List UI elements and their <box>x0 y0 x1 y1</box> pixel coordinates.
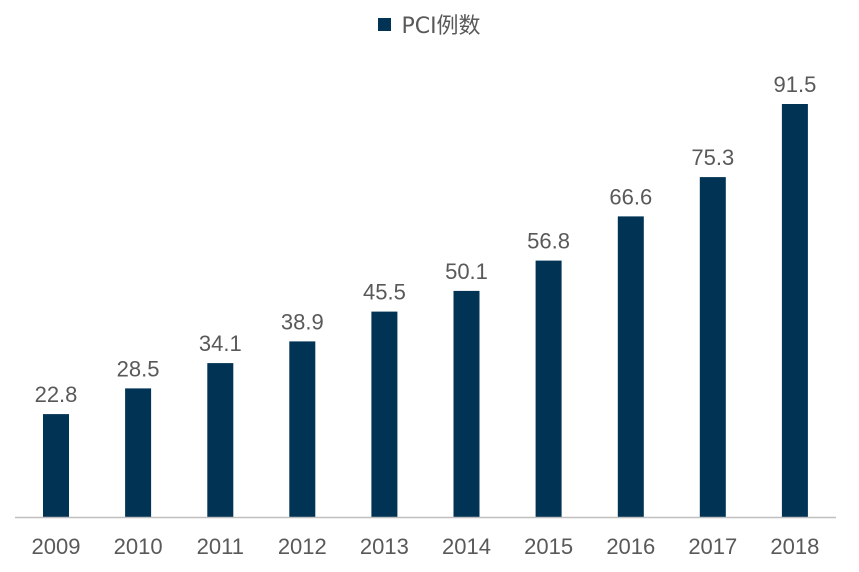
bar-2010 <box>125 388 152 517</box>
bar-2013 <box>371 311 398 517</box>
data-label-2010: 28.5 <box>117 356 160 381</box>
data-label-2015: 56.8 <box>527 229 570 254</box>
legend-swatch <box>378 17 392 31</box>
x-tick-label-2014: 2014 <box>442 534 491 559</box>
data-label-2013: 45.5 <box>363 280 406 305</box>
data-label-2018: 91.5 <box>773 72 816 97</box>
bar-2018 <box>781 104 808 517</box>
data-label-2009: 22.8 <box>35 382 78 407</box>
x-tick-label-2016: 2016 <box>606 534 655 559</box>
bar-2017 <box>699 177 726 517</box>
bar-2016 <box>617 216 644 517</box>
bar-2015 <box>535 260 562 517</box>
data-labels-layer: 22.8 28.5 34.1 38.9 45.5 50.1 56.8 66.6 75.3 91.5 <box>35 72 817 407</box>
data-label-2011: 34.1 <box>199 331 242 356</box>
x-tick-label-2013: 2013 <box>360 534 409 559</box>
x-tick-label-2017: 2017 <box>688 534 737 559</box>
bar-2014 <box>453 290 480 517</box>
data-label-2012: 38.9 <box>281 309 324 334</box>
x-tick-label-2009: 2009 <box>32 534 81 559</box>
x-tick-label-2010: 2010 <box>114 534 163 559</box>
x-tick-label-2015: 2015 <box>524 534 573 559</box>
bars-layer <box>43 104 808 517</box>
x-tick-label-2011: 2011 <box>197 534 244 559</box>
x-tick-label-2012: 2012 <box>278 534 327 559</box>
data-label-2017: 75.3 <box>691 145 734 170</box>
data-label-2016: 66.6 <box>609 184 652 209</box>
x-tick-labels-layer: 2009 2010 2011 2012 2013 2014 2015 2016 2017 2018 <box>32 534 820 559</box>
legend-label: PCI例数 <box>401 14 481 39</box>
bar-2009 <box>43 414 69 517</box>
data-label-2014: 50.1 <box>445 259 488 284</box>
legend: PCI例数 <box>0 8 859 40</box>
x-tick-label-2018: 2018 <box>770 534 819 559</box>
bar-2012 <box>289 341 316 517</box>
bar-2011 <box>207 363 234 517</box>
